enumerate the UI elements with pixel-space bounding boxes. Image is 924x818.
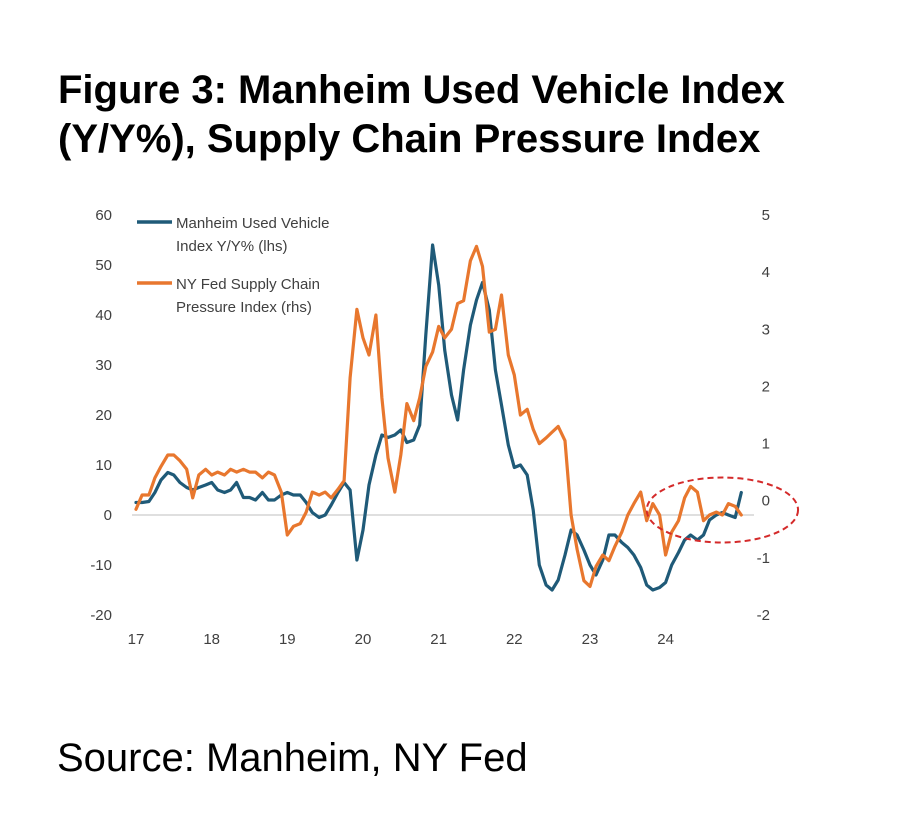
x-tick-label: 24 <box>657 631 674 648</box>
x-tick-label: 21 <box>430 631 447 648</box>
y-left-tick-label: 40 <box>95 307 112 324</box>
series-layer <box>134 243 743 592</box>
y-right-tick-label: 3 <box>762 321 770 338</box>
figure-title-line-2: (Y/Y%), Supply Chain Pressure Index <box>58 117 761 161</box>
x-tick-label: 22 <box>506 631 523 648</box>
y-right-tick-label: 5 <box>762 207 770 224</box>
source-note: Source: Manheim, NY Fed <box>57 736 528 780</box>
y-left-tick-label: 10 <box>95 457 112 474</box>
annotation-layer <box>645 476 800 544</box>
y-right-tick-label: -1 <box>757 550 770 567</box>
x-tick-label: 17 <box>128 631 145 648</box>
legend-label-supply-chain: NY Fed Supply Chain <box>176 276 320 293</box>
y-left-tick-label: -10 <box>90 557 112 574</box>
x-tick-label: 20 <box>355 631 372 648</box>
x-tick-label: 18 <box>203 631 220 648</box>
y-right-tick-label: 2 <box>762 378 770 395</box>
legend-label-manheim: Manheim Used Vehicle <box>176 215 329 232</box>
y-left-tick-label: 0 <box>104 507 112 524</box>
y-left-tick-label: -20 <box>90 607 112 624</box>
legend-label-supply-chain: Pressure Index (rhs) <box>176 299 312 316</box>
supply-chain-pressure-line <box>134 244 743 589</box>
x-tick-label: 23 <box>582 631 599 648</box>
manheim-index-line <box>134 243 743 592</box>
y-right-tick-label: -2 <box>757 607 770 624</box>
y-right-tick-label: 4 <box>762 264 770 281</box>
x-tick-label: 19 <box>279 631 296 648</box>
y-left-tick-label: 30 <box>95 357 112 374</box>
legend-label-manheim: Index Y/Y% (lhs) <box>176 238 287 255</box>
y-left-tick-label: 20 <box>95 407 112 424</box>
figure-title-line-1: Figure 3: Manheim Used Vehicle Index <box>58 68 785 112</box>
figure-title: Figure 3: Manheim Used Vehicle Index (Y/… <box>58 66 898 164</box>
y-left-tick-label: 60 <box>95 207 112 224</box>
y-right-tick-label: 1 <box>762 436 770 453</box>
highlight-ellipse <box>645 476 800 544</box>
y-left-tick-label: 50 <box>95 257 112 274</box>
chart-legend: Manheim Used Vehicle Index Y/Y% (lhs) NY F… <box>137 215 329 316</box>
y-right-tick-label: 0 <box>762 493 770 510</box>
